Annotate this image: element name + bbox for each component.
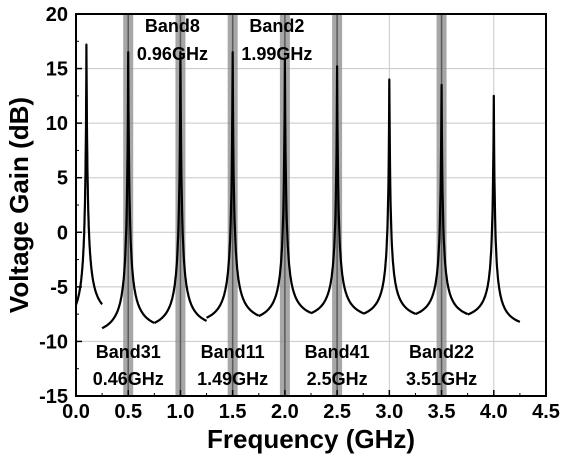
band-freq-label: 0.46GHz [93, 369, 164, 389]
plot-frame [75, 13, 547, 397]
band-name-label: Band11 [201, 342, 265, 362]
band-name-label: Band41 [305, 342, 370, 362]
gain-curve [258, 58, 312, 318]
y-tick-label: 15 [46, 59, 68, 81]
y-tick-label: -10 [39, 331, 68, 353]
band-name-label: Band31 [96, 342, 161, 362]
gain-curve [75, 43, 103, 306]
grid [76, 14, 546, 396]
gain-curve [362, 78, 417, 315]
gain-curves [75, 43, 521, 330]
gain-curve [153, 51, 208, 324]
y-tick-label: -15 [39, 386, 68, 408]
x-tick-label: 1.5 [219, 401, 247, 423]
gain-curve [466, 94, 521, 323]
band-freq-label: 0.96GHz [137, 44, 208, 64]
x-tick-label: 3.5 [428, 401, 456, 423]
band-name-label: Band2 [249, 16, 304, 36]
y-tick-label: 10 [46, 113, 68, 135]
y-tick-label: 20 [46, 4, 68, 26]
gain-curve [414, 83, 469, 316]
band-freq-label: 3.51GHz [406, 369, 477, 389]
band-labels: Band31 0.46GHz Band8 0.96GHz Band11 1.49GHz Ba… [93, 16, 477, 389]
x-tick-label: 2.5 [323, 401, 351, 423]
x-axis-title: Frequency (GHz) [207, 424, 415, 454]
band-markers [123, 14, 447, 396]
band-freq-label: 1.49GHz [197, 369, 268, 389]
band-freq-label: 1.99GHz [241, 44, 312, 64]
x-tick-label: 2.0 [271, 401, 299, 423]
band-freq-label: 2.5GHz [307, 369, 368, 389]
y-tick-label: 5 [57, 168, 68, 190]
band-name-label: Band22 [409, 342, 474, 362]
y-axis-title: Voltage Gain (dB) [4, 97, 34, 313]
x-tick-label: 0.5 [114, 401, 142, 423]
x-tick-label: 4.0 [480, 401, 508, 423]
y-tick-label: -5 [50, 277, 68, 299]
gain-curve [310, 65, 364, 315]
x-tick-label: 3.0 [375, 401, 403, 423]
band-name-label: Band8 [145, 16, 200, 36]
gain-curve [101, 51, 156, 330]
x-tick-label: 0.0 [62, 401, 90, 423]
y-tick-label: 0 [57, 222, 68, 244]
axis-ticks: 0.0 0.5 1.0 1.5 2.0 2.5 3.0 3.5 4.0 4.5 -15 -10 -5 0 5… [39, 4, 560, 423]
x-tick-label: 1.0 [167, 401, 195, 423]
gain-curve [205, 51, 260, 319]
x-tick-label: 4.5 [532, 401, 560, 423]
